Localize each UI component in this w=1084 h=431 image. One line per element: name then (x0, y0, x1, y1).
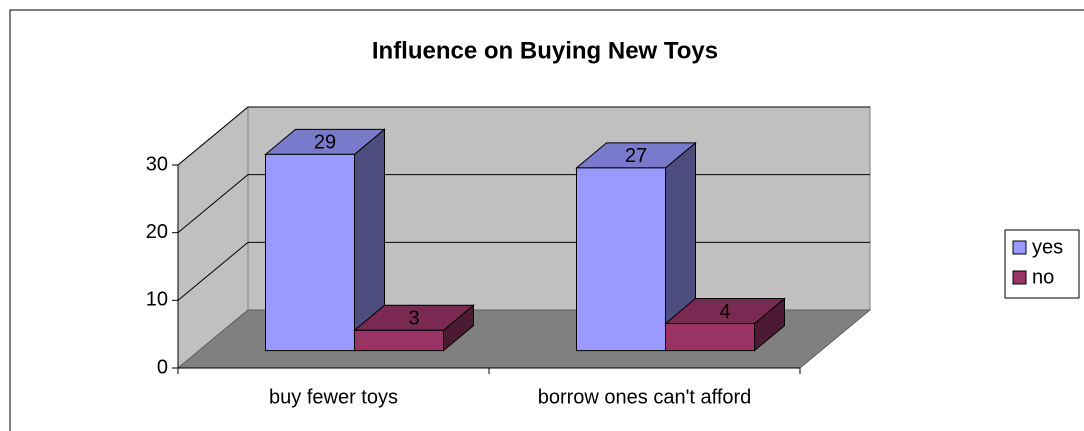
x-tick-label: buy fewer toys (269, 386, 398, 408)
data-label: 4 (719, 301, 730, 323)
legend-label: yes (1032, 236, 1063, 258)
data-label: 27 (625, 145, 647, 167)
data-label: 29 (314, 132, 336, 154)
bar (265, 153, 355, 352)
y-tick-label: 0 (157, 356, 168, 378)
data-label: 3 (408, 308, 419, 330)
legend-swatch (1012, 270, 1027, 285)
grid-line (177, 106, 870, 166)
legend-label: no (1032, 266, 1054, 288)
bar (354, 329, 444, 352)
y-tick-label: 30 (146, 153, 168, 175)
bar (576, 167, 666, 352)
chart-title: Influence on Buying New Toys (372, 37, 718, 64)
y-tick-label: 10 (146, 289, 168, 311)
x-tick-label: borrow ones can't afford (538, 386, 752, 408)
bar (665, 323, 755, 352)
legend-swatch (1012, 240, 1027, 255)
y-tick-label: 20 (146, 221, 168, 243)
